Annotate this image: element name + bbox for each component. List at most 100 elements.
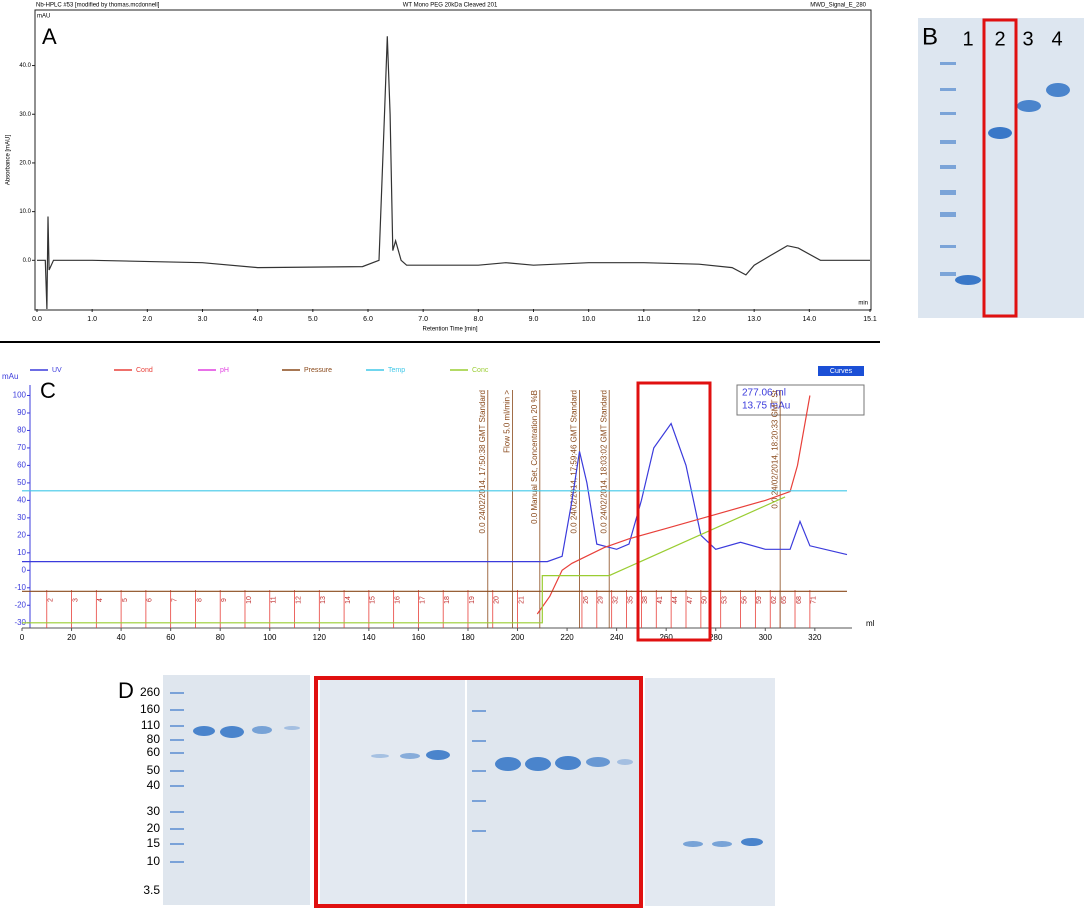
gel-b (918, 18, 1084, 318)
curves-button-label[interactable]: Curves (830, 368, 853, 375)
fraction-label: 19 (469, 596, 476, 604)
marker-label: 20 (147, 821, 161, 835)
marker-label: 260 (140, 685, 160, 699)
legend-label: Cond (136, 367, 153, 374)
fraction-label: 38 (642, 596, 649, 604)
lane-label: 2 (994, 28, 1005, 50)
event-label: 0.0 24/02/2014, 18:20:33 GMT St (770, 389, 779, 508)
x-unit: ml (866, 619, 875, 628)
fraction-label: 32 (613, 596, 620, 604)
fraction-label: 10 (246, 596, 253, 604)
lane-label: 3 (1022, 28, 1033, 50)
fraction-label: 8 (196, 598, 203, 602)
marker-label: 10 (147, 854, 161, 868)
panel-label: B (922, 23, 938, 50)
legend-label: pH (220, 367, 229, 374)
fraction-label: 50 (702, 596, 709, 604)
marker-label: 3.5 (143, 883, 160, 897)
fraction-label: 2 (48, 598, 55, 602)
y-tick-label: 0.0 (23, 258, 32, 264)
x-tick-label: 20 (67, 633, 76, 642)
tooltip-text: 277.06 ml (742, 388, 786, 399)
marker-label: 30 (147, 804, 161, 818)
highlight-box (636, 381, 712, 642)
marker-label: 15 (147, 836, 161, 850)
x-tick-label: 15.1 (863, 316, 877, 323)
fraction-label: 5 (122, 598, 129, 602)
x-tick-label: 300 (759, 633, 773, 642)
marker-label: 160 (140, 702, 160, 716)
x-tick-label: 3.0 (198, 316, 208, 323)
event-label: 0.0 24/02/2014, 17:50:38 GMT Standard (478, 390, 487, 534)
gel-d (163, 675, 775, 908)
x-tick-label: 280 (709, 633, 723, 642)
fraction-label: 21 (518, 596, 525, 604)
x-tick-label: 8.0 (473, 316, 483, 323)
x-tick-label: 160 (412, 633, 426, 642)
x-tick-label: 4.0 (253, 316, 263, 323)
fraction-label: 13 (320, 596, 327, 604)
tooltip-text: 13.75 mAu (742, 401, 790, 412)
x-tick-label: 5.0 (308, 316, 318, 323)
tooltip (736, 384, 865, 416)
y-tick-label: -30 (14, 618, 26, 627)
panel-label: A (42, 24, 57, 49)
fraction-label: 17 (419, 596, 426, 604)
x-tick-label: 1.0 (87, 316, 97, 323)
x-axis-title: Retention Time [min] (422, 327, 477, 333)
legend-label: UV (52, 367, 62, 374)
y-tick-label: 20.0 (19, 161, 31, 167)
x-tick-label: 7.0 (418, 316, 428, 323)
x-tick-label: 260 (659, 633, 673, 642)
x-tick-label: 14.0 (803, 316, 817, 323)
fraction-label: 26 (583, 596, 590, 604)
x-tick-label: 60 (166, 633, 175, 642)
y-tick-label: 30.0 (19, 112, 31, 118)
marker-label: 50 (147, 763, 161, 777)
event-label: 0.0 24/02/2014, 18:03:02 GMT Standard (599, 390, 608, 534)
x-tick-label: 12.0 (692, 316, 706, 323)
y-tick-label: 70 (17, 443, 26, 452)
x-tick-label: 9.0 (529, 316, 539, 323)
line (37, 36, 870, 310)
fraction-label: 11 (271, 596, 278, 603)
fraction-label: 3 (72, 598, 79, 602)
curves-button[interactable] (818, 366, 864, 376)
fraction-label: 68 (796, 596, 803, 604)
x-tick-label: 40 (117, 633, 126, 642)
y-tick-label: 20 (17, 530, 26, 539)
x-tick-label: 200 (511, 633, 525, 642)
panel-label: D (118, 678, 134, 703)
x-tick-label: 320 (808, 633, 822, 642)
fraction-label: 62 (771, 596, 778, 604)
y-tick-label: 90 (17, 408, 26, 417)
x-tick-label: 0 (20, 633, 25, 642)
header-left: Nb-HPLC #53 [modified by thomas.mcdonnel… (36, 3, 160, 9)
y-tick-label: 10.0 (19, 209, 31, 215)
event-label: 0.0 24/02/2014, 17:59:46 GMT Standard (570, 390, 579, 534)
fraction-label: 16 (394, 596, 401, 604)
fraction-label: 7 (172, 598, 179, 602)
y-tick-label: -10 (14, 583, 26, 592)
x-unit: min (858, 301, 868, 307)
chart-title: WT Mono PEG 20kDa Cleaved 201 (403, 3, 498, 9)
fraction-label: 44 (672, 596, 679, 604)
x-tick-label: 11.0 (637, 316, 650, 323)
y-tick-label: 50 (17, 478, 26, 487)
legend-label: Pressure (304, 367, 332, 374)
fraction-label: 53 (722, 596, 729, 604)
x-tick-label: 140 (362, 633, 376, 642)
x-tick-label: 240 (610, 633, 624, 642)
y-unit: mAU (37, 14, 50, 20)
fraction-label: 4 (97, 598, 104, 602)
fraction-label: 56 (741, 596, 748, 604)
y-tick-label: 30 (17, 513, 26, 522)
marker-label: 110 (141, 718, 160, 732)
x-tick-label: 220 (560, 633, 574, 642)
fraction-label: 14 (345, 596, 352, 604)
x-tick-label: 13.0 (747, 316, 761, 323)
y-tick-label: 10 (17, 548, 26, 557)
fraction-label: 65 (781, 596, 788, 604)
x-tick-label: 2.0 (142, 316, 152, 323)
